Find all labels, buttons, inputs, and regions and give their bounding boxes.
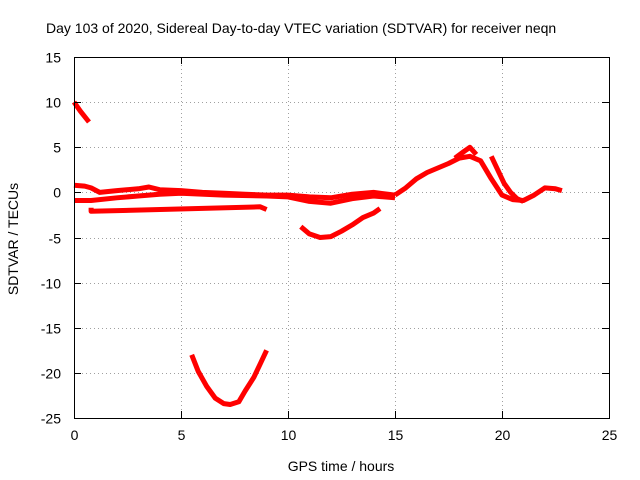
axis-ticks	[74, 57, 610, 419]
series-secondary-near-zero	[74, 190, 396, 206]
series-mid-trough	[299, 206, 382, 240]
y-tick-label: -15	[41, 321, 61, 337]
series-layer	[71, 100, 563, 407]
y-tick-label: -20	[41, 366, 61, 382]
y-tick-label: 15	[45, 50, 61, 66]
x-axis-title: GPS time / hours	[288, 458, 395, 474]
x-tick-label: 0	[71, 427, 79, 443]
series-late-descent	[489, 155, 525, 204]
x-tick-label: 10	[281, 427, 297, 443]
grid	[74, 57, 609, 418]
y-tick-label: 5	[53, 140, 61, 156]
x-tick-label: 5	[178, 427, 186, 443]
series-afternoon-peak	[453, 144, 479, 161]
series-deep-trough	[189, 349, 269, 407]
x-tick-label: 25	[602, 427, 618, 443]
chart-title: Day 103 of 2020, Sidereal Day-to-day VTE…	[46, 20, 556, 36]
y-tick-label: -5	[49, 231, 62, 247]
x-tick-label: 15	[388, 427, 404, 443]
y-tick-label: 0	[53, 185, 61, 201]
tick-labels: 0 5 10 15 20 25 -25 -20 -15 -10 -5 0 5 10 15	[41, 50, 618, 444]
series-short-dips	[88, 204, 268, 214]
x-tick-label: 20	[495, 427, 511, 443]
y-tick-label: 10	[45, 95, 61, 111]
series-afternoon-rise	[393, 153, 563, 203]
series-early-high-arc	[71, 100, 91, 124]
y-tick-label: -25	[41, 411, 61, 427]
y-tick-label: -10	[41, 276, 61, 292]
y-axis-title: SDTVAR / TECUs	[5, 183, 21, 295]
